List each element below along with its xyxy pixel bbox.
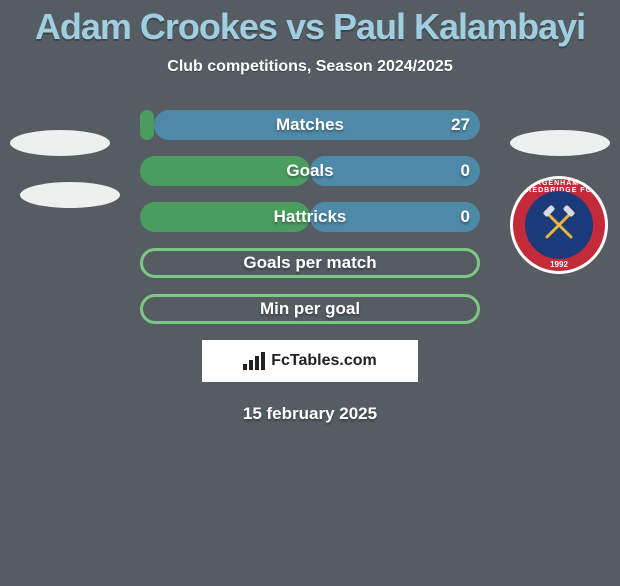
date-text: 15 february 2025 [0, 404, 620, 424]
stat-bar-outline [140, 248, 480, 278]
stat-row: Goals per match [140, 248, 480, 278]
stat-bar-right [310, 156, 480, 186]
stat-bar-left [140, 202, 310, 232]
stat-row: Matches27 [140, 110, 480, 140]
stat-bar-right [310, 202, 480, 232]
stat-bar-outline [140, 294, 480, 324]
stat-bar-left [140, 110, 154, 140]
page-title: Adam Crookes vs Paul Kalambayi [0, 6, 620, 48]
stat-row: Goals0 [140, 156, 480, 186]
stat-row: Min per goal [140, 294, 480, 324]
stats-area: Matches27 Goals0 Hattricks0 Goals per match… [0, 110, 620, 324]
brand-bars-icon [243, 352, 265, 370]
brand-text: FcTables.com [271, 352, 377, 370]
stat-bar-right [154, 110, 480, 140]
stat-row: Hattricks0 [140, 202, 480, 232]
brand-box: FcTables.com [202, 340, 418, 382]
stat-bar-left [140, 156, 310, 186]
page-subtitle: Club competitions, Season 2024/2025 [0, 58, 620, 76]
